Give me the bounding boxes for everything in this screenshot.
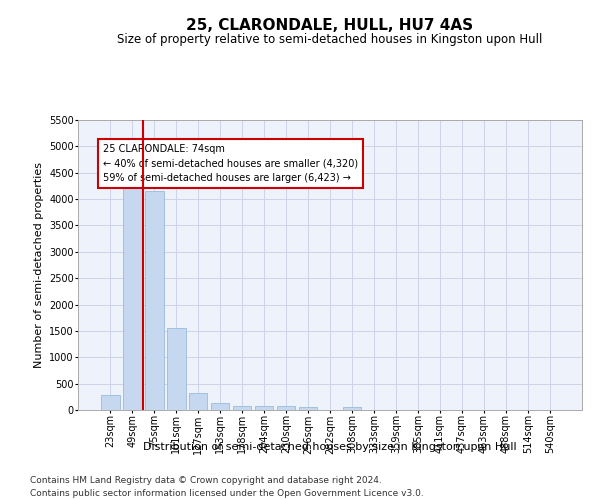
Text: Contains HM Land Registry data © Crown copyright and database right 2024.
Contai: Contains HM Land Registry data © Crown c… <box>30 476 424 498</box>
Bar <box>101 395 119 410</box>
Text: Size of property relative to semi-detached houses in Kingston upon Hull: Size of property relative to semi-detach… <box>118 32 542 46</box>
Bar <box>189 393 208 410</box>
Bar <box>255 406 274 410</box>
Bar <box>233 406 251 410</box>
Bar <box>145 191 164 410</box>
Bar <box>343 407 361 410</box>
Bar <box>277 406 295 410</box>
Text: Distribution of semi-detached houses by size in Kingston upon Hull: Distribution of semi-detached houses by … <box>143 442 517 452</box>
Y-axis label: Number of semi-detached properties: Number of semi-detached properties <box>34 162 44 368</box>
Bar <box>299 407 317 410</box>
Text: 25 CLARONDALE: 74sqm
← 40% of semi-detached houses are smaller (4,320)
59% of se: 25 CLARONDALE: 74sqm ← 40% of semi-detac… <box>103 144 358 184</box>
Bar <box>211 403 229 410</box>
Bar <box>123 176 142 410</box>
Bar <box>167 328 185 410</box>
Text: 25, CLARONDALE, HULL, HU7 4AS: 25, CLARONDALE, HULL, HU7 4AS <box>187 18 473 32</box>
